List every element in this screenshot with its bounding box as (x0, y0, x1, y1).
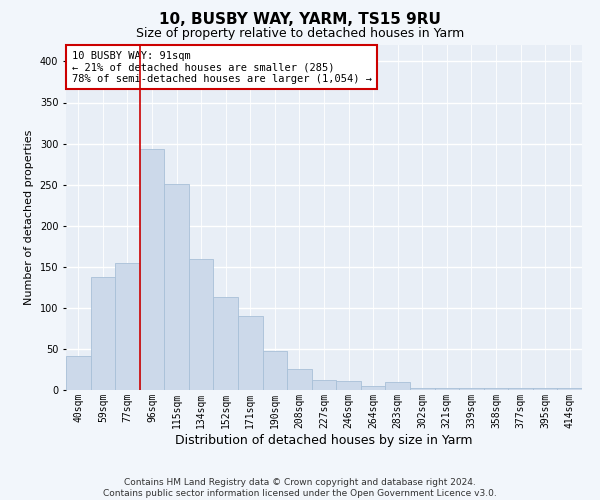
Bar (336, 381, 361, 390)
Bar (140, 150, 164, 390)
Bar (361, 386, 385, 390)
Bar (91, 276, 115, 390)
Bar (287, 370, 312, 390)
Bar (312, 380, 336, 390)
Bar (410, 388, 434, 390)
Text: Size of property relative to detached houses in Yarm: Size of property relative to detached ho… (136, 28, 464, 40)
Text: 10, BUSBY WAY, YARM, TS15 9RU: 10, BUSBY WAY, YARM, TS15 9RU (159, 12, 441, 28)
Y-axis label: Number of detached properties: Number of detached properties (24, 130, 34, 305)
Bar (557, 388, 582, 390)
Bar (385, 382, 410, 390)
Bar (434, 388, 459, 390)
Bar (263, 352, 287, 390)
Bar (508, 388, 533, 390)
Text: Contains HM Land Registry data © Crown copyright and database right 2024.
Contai: Contains HM Land Registry data © Crown c… (103, 478, 497, 498)
Bar (189, 258, 214, 390)
Bar (484, 388, 508, 390)
Text: 10 BUSBY WAY: 91sqm
← 21% of detached houses are smaller (285)
78% of semi-detac: 10 BUSBY WAY: 91sqm ← 21% of detached ho… (71, 50, 371, 84)
Bar (533, 388, 557, 390)
Bar (164, 184, 189, 390)
X-axis label: Distribution of detached houses by size in Yarm: Distribution of detached houses by size … (175, 434, 473, 446)
Bar (459, 388, 484, 390)
Bar (115, 262, 140, 390)
Bar (214, 297, 238, 390)
Bar (66, 356, 91, 390)
Bar (238, 316, 263, 390)
